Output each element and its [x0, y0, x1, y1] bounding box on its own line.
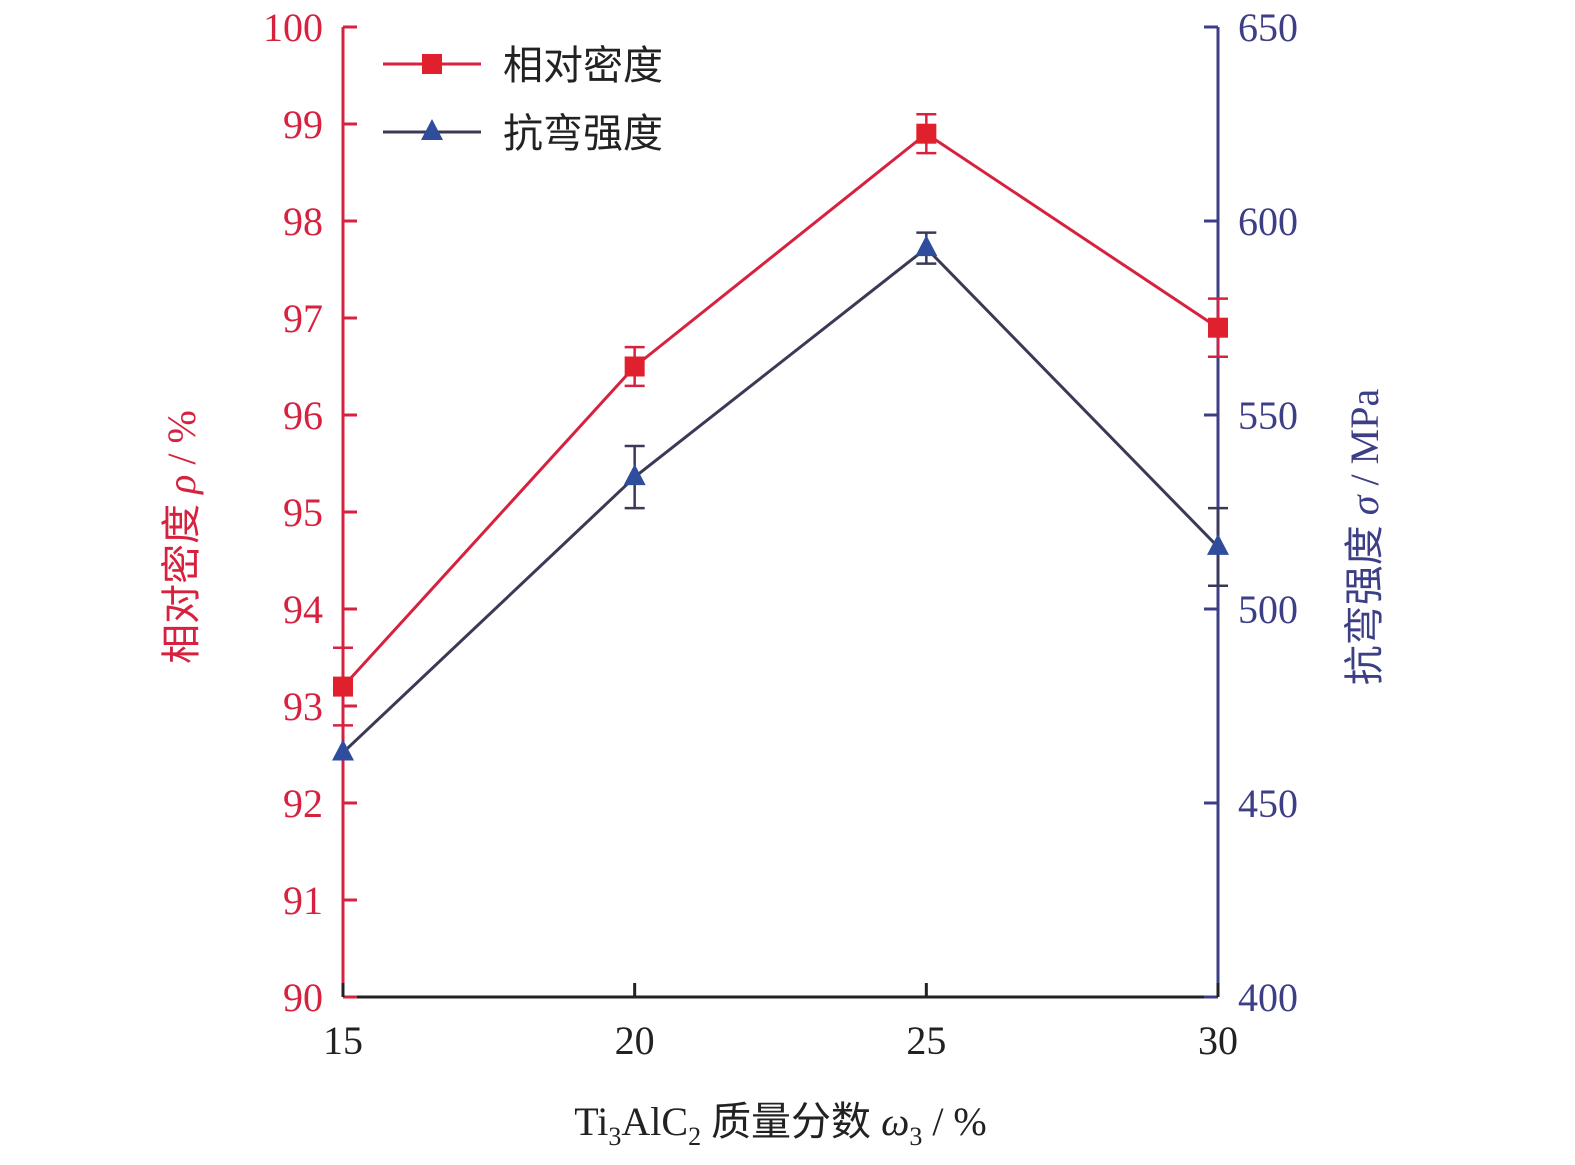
data-point-square [333, 676, 353, 697]
data-point-square [1208, 317, 1228, 338]
x-axis-tick-label: 15 [323, 1018, 363, 1063]
left-axis-tick-label: 92 [283, 781, 323, 826]
legend-label: 相对密度 [503, 43, 663, 89]
x-axis-title: Ti3AlC2 质量分数 ω3 / % [574, 1099, 987, 1151]
x-title-part: 质量分数 [701, 1099, 881, 1144]
data-point-triangle [1207, 533, 1229, 555]
left-axis-tick-label: 100 [263, 5, 323, 50]
plot-area: 90 91 92 93 94 95 96 97 98 99 100 400 450 500 550 600 65… [159, 5, 1387, 1151]
left-axis-tick-label: 91 [283, 878, 323, 923]
data-point-triangle [623, 464, 646, 486]
left-axis-tick-label: 93 [283, 684, 323, 729]
legend-label: 抗弯强度 [503, 111, 663, 157]
legend-marker-triangle [421, 119, 443, 140]
right-axis-tick-label: 500 [1238, 587, 1298, 632]
right-title-part: / MPa [1342, 389, 1387, 496]
left-axis-title: 相对密度 ρ / % [159, 410, 204, 664]
data-point-square [624, 356, 645, 377]
x-title-part: / % [922, 1099, 986, 1144]
right-axis-tick-label: 400 [1238, 975, 1298, 1020]
data-point-square [916, 123, 937, 144]
left-title-part: / % [159, 410, 204, 474]
x-title-subscript: 3 [608, 1122, 621, 1151]
legend-marker-square [422, 54, 442, 74]
right-axis-tick-label: 550 [1238, 393, 1298, 438]
left-axis-tick-label: 96 [283, 393, 323, 438]
series-line-square [341, 131, 1219, 688]
x-title-part: AlC [621, 1099, 688, 1144]
x-title-part: Ti [574, 1099, 608, 1144]
x-title-symbol: ω [881, 1099, 909, 1144]
left-axis-tick-label: 90 [283, 975, 323, 1020]
right-axis-tick-label: 450 [1238, 781, 1298, 826]
left-title-symbol: ρ [159, 475, 204, 496]
left-axis-tick-label: 99 [283, 102, 323, 147]
x-title-subscript: 2 [688, 1122, 701, 1151]
left-title-part: 相对密度 [159, 494, 204, 664]
right-title-symbol: σ [1342, 494, 1387, 515]
left-axis-tick-label: 94 [283, 587, 323, 632]
right-axis-tick-label: 600 [1238, 199, 1298, 244]
right-title-part: 抗弯强度 [1342, 515, 1387, 685]
left-axis-tick-label: 95 [283, 490, 323, 535]
left-axis-tick-label: 97 [283, 296, 323, 341]
x-title-subscript: 3 [909, 1122, 922, 1151]
series-line-triangle [341, 246, 1220, 754]
x-axis-tick-label: 30 [1198, 1018, 1238, 1063]
x-axis-tick-label: 25 [906, 1018, 946, 1063]
x-axis-tick-label: 20 [615, 1018, 655, 1063]
left-axis-tick-label: 98 [283, 199, 323, 244]
right-axis-tick-label: 650 [1238, 5, 1298, 50]
right-axis-title: 抗弯强度 σ / MPa [1342, 389, 1387, 686]
data-point-triangle [332, 739, 354, 761]
data-point-triangle [915, 235, 938, 257]
